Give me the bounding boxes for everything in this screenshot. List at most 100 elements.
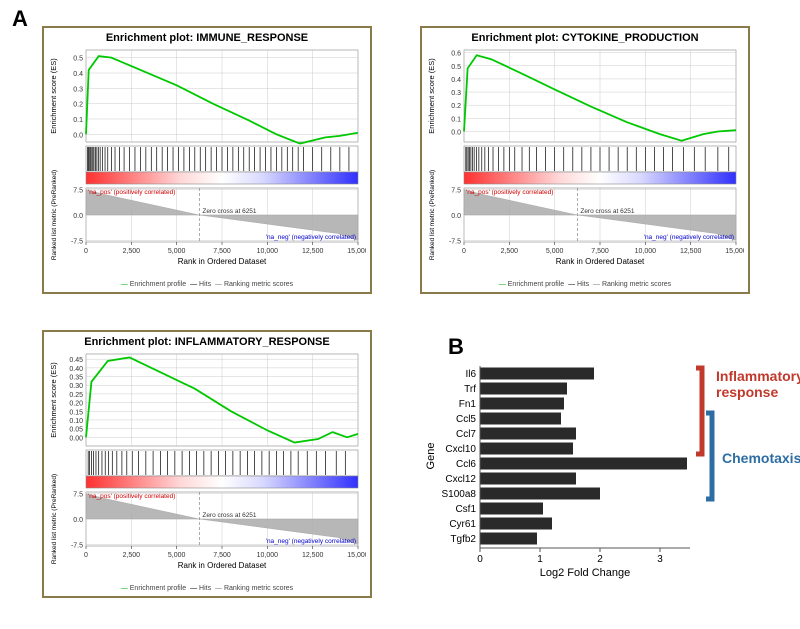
svg-text:Ranked list metric (PreRanked): Ranked list metric (PreRanked) <box>51 170 58 260</box>
svg-text:'na_pos' (positively correlate: 'na_pos' (positively correlated) <box>88 189 175 196</box>
svg-text:'na_pos' (positively correlate: 'na_pos' (positively correlated) <box>88 493 175 500</box>
svg-text:3: 3 <box>657 554 663 565</box>
svg-text:Gene: Gene <box>425 443 437 470</box>
svg-text:0.0: 0.0 <box>73 132 83 139</box>
svg-text:2,500: 2,500 <box>123 248 141 255</box>
svg-text:0: 0 <box>84 552 88 559</box>
gene-label: Tgfb2 <box>450 534 476 545</box>
gsea-title: Enrichment plot: CYTOKINE_PRODUCTION <box>422 28 748 46</box>
svg-text:0.15: 0.15 <box>69 409 83 416</box>
svg-text:0.20: 0.20 <box>69 401 83 408</box>
gsea-title: Enrichment plot: INFLAMMATORY_RESPONSE <box>44 332 370 350</box>
svg-text:1: 1 <box>537 554 543 565</box>
svg-text:'na_neg' (negatively correlate: 'na_neg' (negatively correlated) <box>266 234 356 241</box>
svg-text:7,500: 7,500 <box>213 248 231 255</box>
svg-text:0.0: 0.0 <box>73 517 83 524</box>
svg-text:2,500: 2,500 <box>501 248 519 255</box>
svg-text:Log2 Fold Change: Log2 Fold Change <box>540 567 631 579</box>
svg-text:0: 0 <box>462 248 466 255</box>
svg-text:15,000: 15,000 <box>725 248 744 255</box>
svg-text:0.3: 0.3 <box>451 90 461 97</box>
gsea-svg: 0.000.050.100.150.200.250.300.350.400.45… <box>44 350 366 578</box>
svg-text:10,000: 10,000 <box>257 248 279 255</box>
svg-text:7,500: 7,500 <box>213 552 231 559</box>
svg-text:0.0: 0.0 <box>73 213 83 220</box>
gene-label: Ccl7 <box>456 429 476 440</box>
svg-text:7.5: 7.5 <box>451 188 461 195</box>
gene-label: Cxcl12 <box>445 474 476 485</box>
svg-text:0.2: 0.2 <box>451 103 461 110</box>
svg-text:Enrichment score (ES): Enrichment score (ES) <box>49 58 58 134</box>
svg-text:7.5: 7.5 <box>73 188 83 195</box>
svg-text:Enrichment score (ES): Enrichment score (ES) <box>427 58 436 134</box>
gsea-inflammatory-response: Enrichment plot: INFLAMMATORY_RESPONSE 0.… <box>42 330 372 598</box>
svg-text:5,000: 5,000 <box>168 552 186 559</box>
svg-text:12,500: 12,500 <box>680 248 702 255</box>
gene-fold-change-barchart: Il6TrfFn1Ccl5Ccl7Cxcl10Ccl6Cxcl12S100a8C… <box>420 360 790 610</box>
svg-text:0.35: 0.35 <box>69 375 83 382</box>
gsea-cytokine-production: Enrichment plot: CYTOKINE_PRODUCTION0.00… <box>420 26 750 294</box>
svg-text:-7.5: -7.5 <box>71 238 83 245</box>
panel-a-label: A <box>12 6 28 32</box>
svg-text:0.2: 0.2 <box>73 102 83 109</box>
gsea-svg: 0.00.10.20.30.40.5Enrichment score (ES)-… <box>44 46 366 274</box>
svg-text:0.1: 0.1 <box>451 116 461 123</box>
svg-text:10,000: 10,000 <box>257 552 279 559</box>
svg-text:-7.5: -7.5 <box>71 542 83 549</box>
svg-text:0.3: 0.3 <box>73 86 83 93</box>
svg-text:0.4: 0.4 <box>451 77 461 84</box>
svg-text:0.5: 0.5 <box>451 64 461 71</box>
svg-text:2,500: 2,500 <box>123 552 141 559</box>
svg-text:0.05: 0.05 <box>69 427 83 434</box>
svg-text:Enrichment score (ES): Enrichment score (ES) <box>49 362 58 438</box>
svg-text:0: 0 <box>84 248 88 255</box>
gene-label: Trf <box>464 384 476 395</box>
gsea-legend: — Enrichment profile — Hits — Ranking me… <box>44 583 370 596</box>
svg-text:0.00: 0.00 <box>69 435 83 442</box>
svg-text:Zero cross at 6251: Zero cross at 6251 <box>202 208 257 215</box>
svg-text:0.40: 0.40 <box>69 366 83 373</box>
svg-text:0: 0 <box>477 554 483 565</box>
svg-text:15,000: 15,000 <box>347 248 366 255</box>
svg-text:10,000: 10,000 <box>635 248 657 255</box>
svg-text:0.0: 0.0 <box>451 129 461 136</box>
svg-text:0.1: 0.1 <box>73 117 83 124</box>
svg-text:12,500: 12,500 <box>302 552 324 559</box>
svg-text:'na_pos' (positively correlate: 'na_pos' (positively correlated) <box>466 189 553 196</box>
svg-text:7.5: 7.5 <box>73 492 83 499</box>
gene-label: S100a8 <box>442 489 477 500</box>
gsea-legend: — Enrichment profile — Hits — Ranking me… <box>44 279 370 292</box>
bracket-label-inflammatory: Inflammatoryresponse <box>716 368 800 400</box>
svg-text:Ranked list metric (PreRanked): Ranked list metric (PreRanked) <box>429 170 436 260</box>
svg-text:Rank in Ordered Dataset: Rank in Ordered Dataset <box>556 257 645 266</box>
svg-text:'na_neg' (negatively correlate: 'na_neg' (negatively correlated) <box>644 234 734 241</box>
svg-text:5,000: 5,000 <box>546 248 564 255</box>
gene-label: Cyr61 <box>449 519 476 530</box>
gsea-legend: — Enrichment profile — Hits — Ranking me… <box>422 279 748 292</box>
svg-text:0.10: 0.10 <box>69 418 83 425</box>
svg-text:Rank in Ordered Dataset: Rank in Ordered Dataset <box>178 257 267 266</box>
svg-text:-7.5: -7.5 <box>449 238 461 245</box>
gene-label: Ccl5 <box>456 414 476 425</box>
svg-text:0.5: 0.5 <box>73 56 83 63</box>
svg-text:0.0: 0.0 <box>451 213 461 220</box>
bracket-label-chemotaxis: Chemotaxis <box>722 450 800 466</box>
svg-text:Ranked list metric (PreRanked): Ranked list metric (PreRanked) <box>51 474 58 564</box>
panel-b-label: B <box>448 334 464 360</box>
svg-text:Zero cross at 6251: Zero cross at 6251 <box>202 512 257 519</box>
gsea-svg: 0.0 0.1 0.2 0.3 0.4 0.5 0.6 Enrichment score (E… <box>422 46 744 274</box>
svg-text:0.25: 0.25 <box>69 392 83 399</box>
svg-text:15,000: 15,000 <box>347 552 366 559</box>
svg-text:5,000: 5,000 <box>168 248 186 255</box>
gsea-immune-response: Enrichment plot: IMMUNE_RESPONSE0.00.10.… <box>42 26 372 294</box>
svg-text:12,500: 12,500 <box>302 248 324 255</box>
gene-label: Cxcl10 <box>445 444 476 455</box>
gene-label: Csf1 <box>455 504 476 515</box>
svg-text:0.30: 0.30 <box>69 383 83 390</box>
svg-text:Rank in Ordered Dataset: Rank in Ordered Dataset <box>178 561 267 570</box>
svg-text:0.45: 0.45 <box>69 357 83 364</box>
svg-text:Zero cross at 6251: Zero cross at 6251 <box>580 208 635 215</box>
svg-text:7,500: 7,500 <box>591 248 609 255</box>
gene-label: Ccl6 <box>456 459 476 470</box>
svg-text:0.6: 0.6 <box>451 51 461 58</box>
